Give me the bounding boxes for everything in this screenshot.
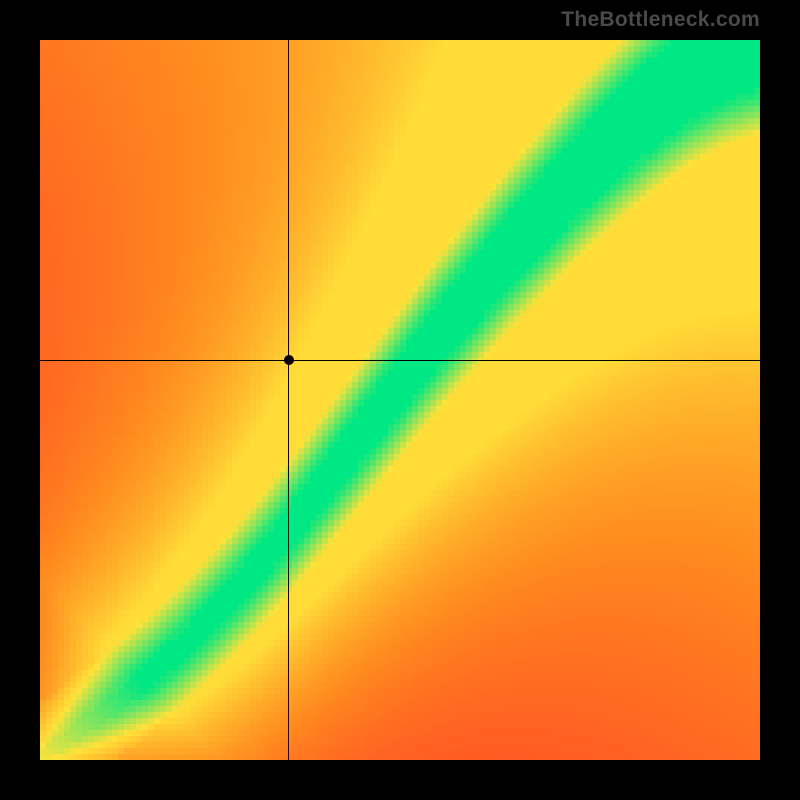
plot-area [40,40,760,760]
crosshair-horizontal [40,360,760,361]
watermark-text: TheBottleneck.com [561,8,760,32]
chart-root: { "watermark": "TheBottleneck.com", "hea… [0,0,800,800]
bottleneck-heatmap [40,40,760,760]
crosshair-vertical [288,40,289,760]
